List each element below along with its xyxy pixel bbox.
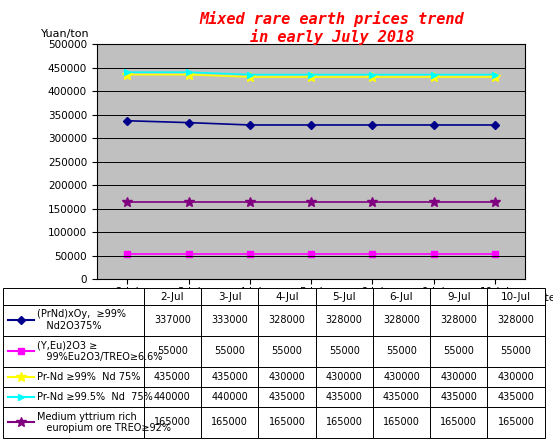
FancyBboxPatch shape: [144, 407, 201, 438]
Text: 165000: 165000: [211, 418, 248, 427]
Text: 337000: 337000: [154, 315, 191, 325]
Text: in early July 2018: in early July 2018: [249, 29, 414, 44]
Text: 435000: 435000: [268, 392, 305, 402]
Text: 430000: 430000: [383, 372, 420, 381]
FancyBboxPatch shape: [373, 387, 430, 407]
FancyBboxPatch shape: [144, 387, 201, 407]
FancyBboxPatch shape: [316, 387, 373, 407]
Text: 165000: 165000: [268, 418, 305, 427]
FancyBboxPatch shape: [201, 367, 258, 387]
FancyBboxPatch shape: [430, 336, 487, 367]
FancyBboxPatch shape: [373, 288, 430, 305]
FancyBboxPatch shape: [258, 305, 316, 336]
Text: 328000: 328000: [498, 315, 535, 325]
Text: 55000: 55000: [157, 346, 188, 356]
Text: 165000: 165000: [326, 418, 363, 427]
Text: 165000: 165000: [440, 418, 477, 427]
Text: 333000: 333000: [211, 315, 248, 325]
FancyBboxPatch shape: [258, 288, 316, 305]
FancyBboxPatch shape: [258, 387, 316, 407]
Text: 440000: 440000: [211, 392, 248, 402]
Text: 55000: 55000: [444, 346, 474, 356]
FancyBboxPatch shape: [373, 367, 430, 387]
Text: 55000: 55000: [500, 346, 531, 356]
FancyBboxPatch shape: [3, 288, 144, 305]
Text: 55000: 55000: [328, 346, 359, 356]
FancyBboxPatch shape: [430, 305, 487, 336]
FancyBboxPatch shape: [373, 336, 430, 367]
FancyBboxPatch shape: [201, 336, 258, 367]
FancyBboxPatch shape: [487, 387, 545, 407]
FancyBboxPatch shape: [373, 407, 430, 438]
Text: 4-Jul: 4-Jul: [275, 292, 299, 301]
FancyBboxPatch shape: [487, 367, 545, 387]
Text: 435000: 435000: [211, 372, 248, 381]
Text: 9-Jul: 9-Jul: [447, 292, 471, 301]
Text: Yuan/ton: Yuan/ton: [41, 29, 90, 39]
FancyBboxPatch shape: [487, 407, 545, 438]
FancyBboxPatch shape: [144, 367, 201, 387]
Text: 328000: 328000: [326, 315, 363, 325]
Text: 55000: 55000: [272, 346, 302, 356]
Text: 2-Jul: 2-Jul: [160, 292, 184, 301]
FancyBboxPatch shape: [144, 305, 201, 336]
FancyBboxPatch shape: [487, 336, 545, 367]
Text: 435000: 435000: [154, 372, 191, 381]
Text: Pr-Nd ≥99%  Nd 75%: Pr-Nd ≥99% Nd 75%: [36, 372, 140, 381]
Text: (PrNd)xOy,  ≥99%
   Nd2O375%: (PrNd)xOy, ≥99% Nd2O375%: [36, 309, 126, 331]
FancyBboxPatch shape: [3, 305, 144, 336]
FancyBboxPatch shape: [201, 407, 258, 438]
Text: 55000: 55000: [386, 346, 417, 356]
Text: 440000: 440000: [154, 392, 191, 402]
FancyBboxPatch shape: [316, 288, 373, 305]
Text: 165000: 165000: [154, 418, 191, 427]
Text: Medium yttrium rich
   europium ore TREO≥92%: Medium yttrium rich europium ore TREO≥92…: [36, 411, 170, 433]
Text: 10-Jul: 10-Jul: [501, 292, 531, 301]
FancyBboxPatch shape: [487, 305, 545, 336]
Text: 430000: 430000: [498, 372, 534, 381]
FancyBboxPatch shape: [430, 387, 487, 407]
Text: 328000: 328000: [440, 315, 477, 325]
Text: 328000: 328000: [268, 315, 305, 325]
FancyBboxPatch shape: [373, 305, 430, 336]
FancyBboxPatch shape: [144, 288, 201, 305]
FancyBboxPatch shape: [316, 336, 373, 367]
Text: 430000: 430000: [440, 372, 477, 381]
FancyBboxPatch shape: [201, 387, 258, 407]
FancyBboxPatch shape: [258, 336, 316, 367]
Text: 328000: 328000: [383, 315, 420, 325]
Text: 430000: 430000: [269, 372, 305, 381]
FancyBboxPatch shape: [201, 288, 258, 305]
FancyBboxPatch shape: [316, 407, 373, 438]
Text: 435000: 435000: [440, 392, 477, 402]
FancyBboxPatch shape: [201, 305, 258, 336]
FancyBboxPatch shape: [258, 407, 316, 438]
FancyBboxPatch shape: [316, 305, 373, 336]
Text: 430000: 430000: [326, 372, 363, 381]
FancyBboxPatch shape: [3, 367, 144, 387]
FancyBboxPatch shape: [258, 367, 316, 387]
Text: Date: Date: [530, 293, 553, 303]
FancyBboxPatch shape: [3, 336, 144, 367]
Text: 435000: 435000: [383, 392, 420, 402]
Text: 165000: 165000: [383, 418, 420, 427]
FancyBboxPatch shape: [430, 367, 487, 387]
Text: Mixed rare earth prices trend: Mixed rare earth prices trend: [200, 11, 464, 27]
FancyBboxPatch shape: [316, 367, 373, 387]
Text: 3-Jul: 3-Jul: [218, 292, 242, 301]
FancyBboxPatch shape: [487, 288, 545, 305]
FancyBboxPatch shape: [430, 407, 487, 438]
Text: 55000: 55000: [214, 346, 245, 356]
FancyBboxPatch shape: [3, 407, 144, 438]
Text: 6-Jul: 6-Jul: [390, 292, 413, 301]
Text: 435000: 435000: [326, 392, 363, 402]
Text: (Y,Eu)2O3 ≥
   99%Eu2O3/TREO≥6.6%: (Y,Eu)2O3 ≥ 99%Eu2O3/TREO≥6.6%: [36, 340, 162, 362]
FancyBboxPatch shape: [430, 288, 487, 305]
FancyBboxPatch shape: [144, 336, 201, 367]
Text: 165000: 165000: [498, 418, 535, 427]
Text: 5-Jul: 5-Jul: [332, 292, 356, 301]
FancyBboxPatch shape: [3, 387, 144, 407]
Text: Pr-Nd ≥99.5%  Nd  75%: Pr-Nd ≥99.5% Nd 75%: [36, 392, 152, 402]
Text: 435000: 435000: [498, 392, 535, 402]
